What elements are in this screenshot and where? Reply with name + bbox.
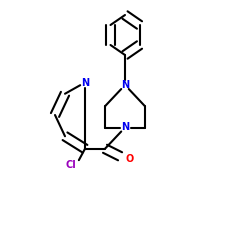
Text: Cl: Cl	[66, 160, 76, 170]
Text: O: O	[125, 154, 133, 164]
Text: N: N	[121, 80, 129, 90]
Text: N: N	[121, 122, 129, 132]
Text: N: N	[81, 78, 89, 88]
